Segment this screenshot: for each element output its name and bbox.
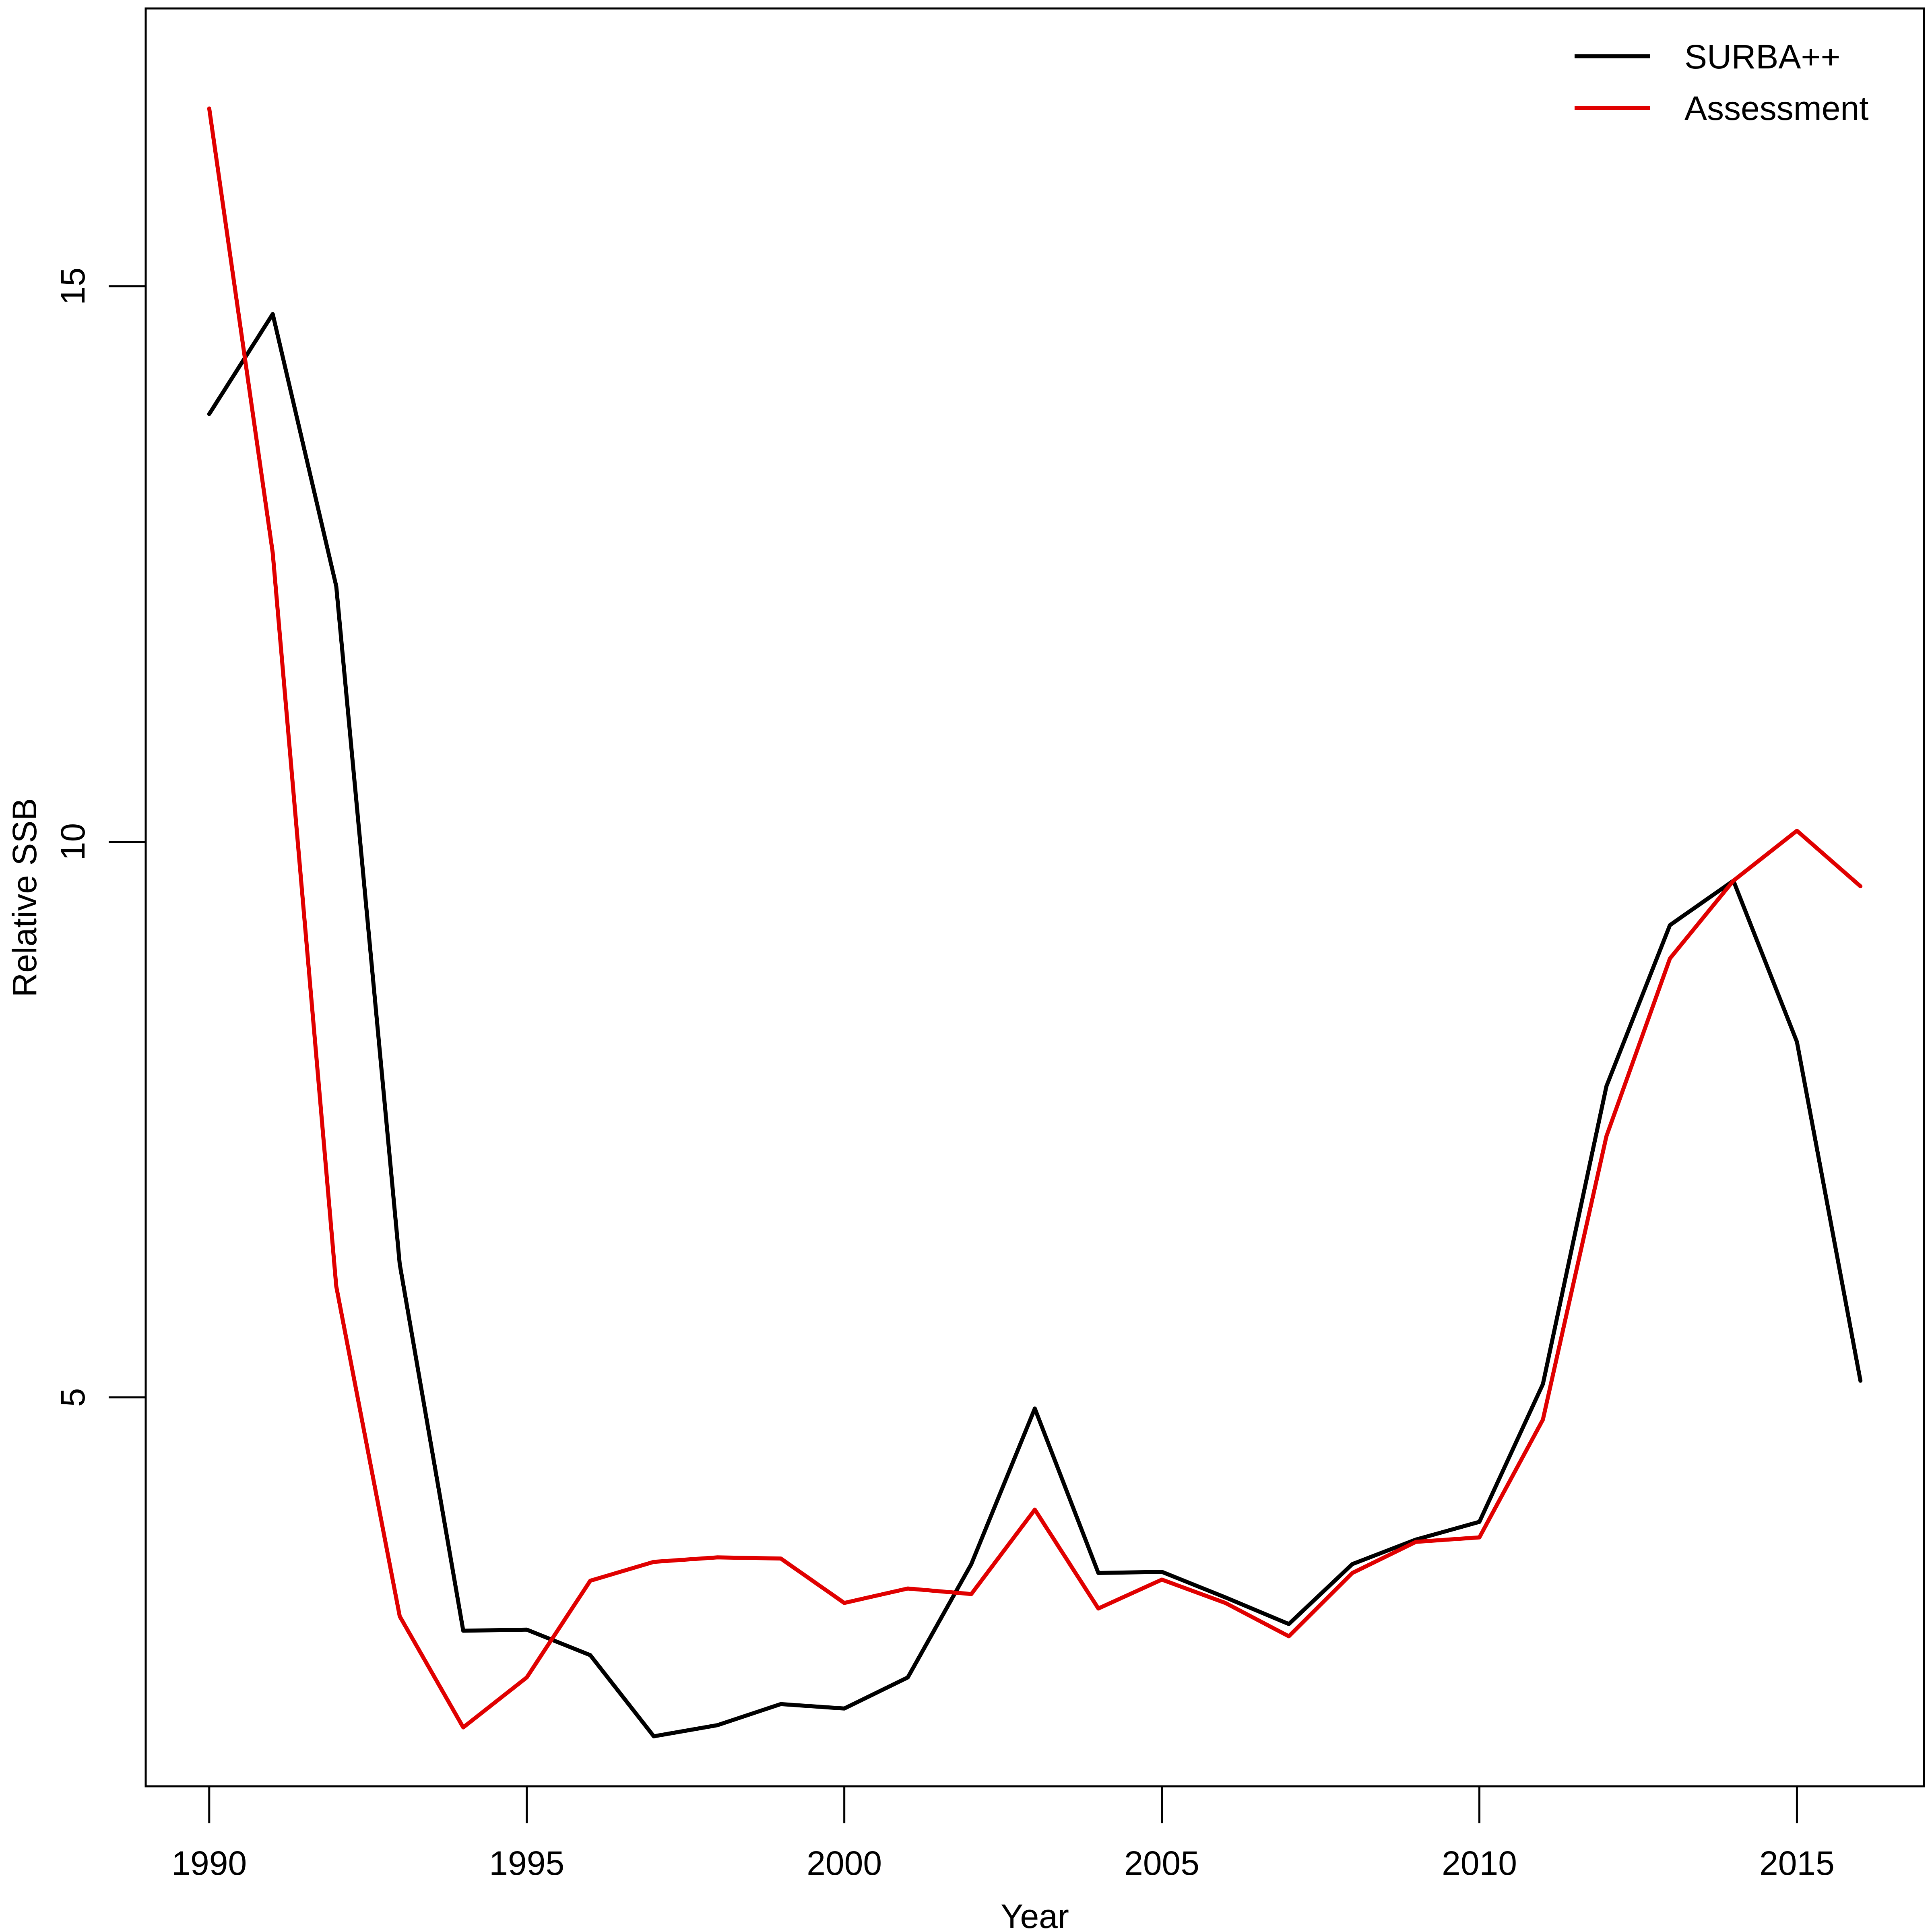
y-tick-label: 5 — [54, 1388, 92, 1407]
legend: SURBA++ Assessment — [1575, 38, 1869, 127]
x-tick-label: 1990 — [171, 1844, 247, 1882]
y-tick-label: 10 — [54, 823, 92, 861]
y-axis-title: Relative SSB — [6, 798, 43, 997]
legend-label: SURBA++ — [1684, 38, 1841, 76]
x-tick-label: 2000 — [807, 1844, 882, 1882]
x-tick-label: 2005 — [1124, 1844, 1199, 1882]
x-tick-label: 2010 — [1442, 1844, 1517, 1882]
x-axis: 1990 1995 2000 2005 2010 2015 — [171, 1785, 1835, 1882]
y-axis: 5 10 15 — [54, 267, 147, 1407]
x-tick-label: 2015 — [1759, 1844, 1835, 1882]
x-axis-title: Year — [1001, 1897, 1069, 1932]
series-line-assessment — [207, 106, 1863, 1730]
x-tick-label: 1995 — [489, 1844, 564, 1882]
series-line-surba- — [207, 312, 1863, 1738]
legend-label: Assessment — [1684, 89, 1869, 127]
y-tick-label: 15 — [54, 267, 92, 305]
series-layer — [207, 106, 1863, 1738]
plot-frame — [144, 7, 1925, 1788]
